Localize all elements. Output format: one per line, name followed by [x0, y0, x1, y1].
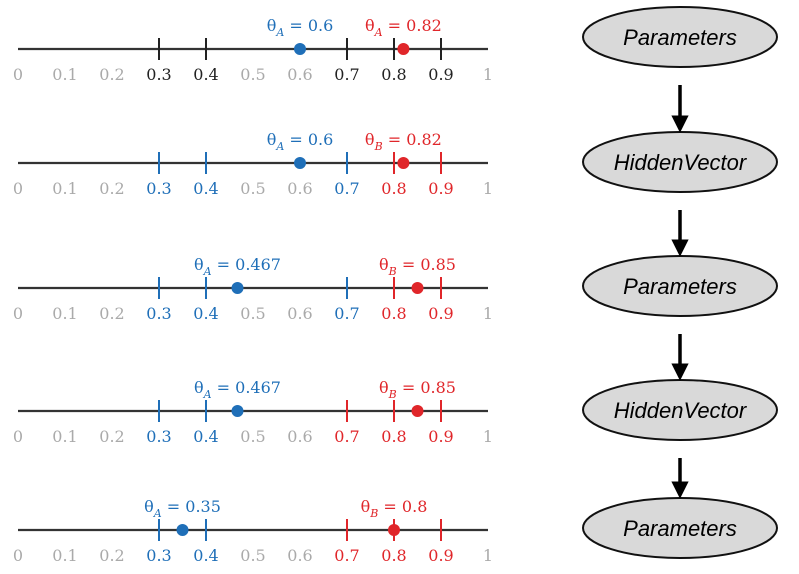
tick-label: 0.3 — [146, 427, 171, 446]
tick-label: 0.4 — [193, 427, 218, 446]
theta-point — [231, 282, 244, 294]
tick-label: 0.4 — [193, 179, 218, 198]
tick-label: 0.7 — [334, 427, 359, 446]
number-lines: 0 0.1 0.2 0.3 0.4 0.5 0.6 0.7 0.8 0.9 1 θA = 0.6 θA … — [13, 16, 493, 565]
tick-label: 0.1 — [52, 546, 77, 565]
tick-label: 0.4 — [193, 546, 218, 565]
tick-label: 0.1 — [52, 179, 77, 198]
tick-label: 0 — [13, 179, 23, 198]
flow-node: HiddenVector — [582, 379, 778, 441]
tick-label: 0.7 — [334, 65, 359, 84]
theta-label: θB = 0.82 — [365, 130, 442, 153]
tick-label: 0.1 — [52, 65, 77, 84]
tick-label: 0.7 — [334, 546, 359, 565]
tick-label: 0.3 — [146, 304, 171, 323]
tick-label: 0.9 — [428, 427, 453, 446]
theta-label: θA = 0.35 — [144, 497, 221, 520]
tick-label: 0.4 — [193, 65, 218, 84]
theta-point — [411, 405, 424, 417]
tick-label: 0.9 — [428, 546, 453, 565]
tick-label: 0 — [13, 427, 23, 446]
tick-label: 0.6 — [287, 546, 312, 565]
tick-label: 1 — [483, 546, 493, 565]
flow-node: Parameters — [582, 6, 778, 68]
tick-label: 0 — [13, 546, 23, 565]
tick-label: 0.9 — [428, 304, 453, 323]
tick-label: 1 — [483, 304, 493, 323]
tick-label: 0.6 — [287, 427, 312, 446]
theta-label: θA = 0.467 — [194, 378, 281, 401]
flow-node-label: Parameters — [623, 274, 737, 299]
flow-node-label: HiddenVector — [614, 150, 748, 175]
tick-label: 0.8 — [381, 427, 406, 446]
theta-point — [176, 524, 189, 536]
theta-label: θA = 0.82 — [365, 16, 442, 39]
tick-label: 0.5 — [240, 304, 265, 323]
flow-node-label: HiddenVector — [614, 398, 748, 423]
tick-label: 0.8 — [381, 546, 406, 565]
tick-label: 0.7 — [334, 304, 359, 323]
flow-node-label: Parameters — [623, 25, 737, 50]
theta-point — [294, 43, 306, 55]
flowchart: Parameters HiddenVector Parameters HiddenVe… — [582, 6, 778, 559]
theta-point — [397, 43, 410, 55]
theta-label: θA = 0.467 — [194, 255, 281, 278]
theta-label: θB = 0.8 — [361, 497, 428, 520]
tick-label: 0.3 — [146, 546, 171, 565]
tick-label: 0.2 — [99, 65, 124, 84]
tick-label: 0.5 — [240, 546, 265, 565]
tick-label: 0.6 — [287, 65, 312, 84]
tick-label: 0.8 — [381, 179, 406, 198]
tick-label: 0.9 — [428, 65, 453, 84]
tick-label: 0 — [13, 304, 23, 323]
tick-label: 0.2 — [99, 546, 124, 565]
tick-label: 0.6 — [287, 304, 312, 323]
flow-node-ellipse — [582, 6, 778, 68]
theta-label: θB = 0.85 — [379, 255, 456, 278]
number-line-row: 0 0.1 0.2 0.3 0.4 0.5 0.6 0.7 0.8 0.9 1 θA = 0.35 θB… — [13, 497, 493, 565]
number-line-row: 0 0.1 0.2 0.3 0.4 0.5 0.6 0.7 0.8 0.9 1 θA = 0.467 θ… — [13, 255, 493, 323]
theta-point — [294, 157, 306, 169]
theta-point — [411, 282, 424, 294]
tick-label: 0 — [13, 65, 23, 84]
tick-label: 0.7 — [334, 179, 359, 198]
tick-label: 0.8 — [381, 65, 406, 84]
theta-point — [397, 157, 410, 169]
tick-label: 0.5 — [240, 179, 265, 198]
tick-label: 0.8 — [381, 304, 406, 323]
tick-label: 0.2 — [99, 427, 124, 446]
flow-node: Parameters — [582, 255, 778, 317]
tick-label: 1 — [483, 65, 493, 84]
tick-label: 0.3 — [146, 179, 171, 198]
theta-label: θA = 0.6 — [267, 130, 334, 153]
number-line-row: 0 0.1 0.2 0.3 0.4 0.5 0.6 0.7 0.8 0.9 1 θA = 0.6 θA … — [13, 16, 493, 84]
theta-label: θB = 0.85 — [379, 378, 456, 401]
tick-label: 0.5 — [240, 65, 265, 84]
flow-node: HiddenVector — [582, 131, 778, 193]
theta-point — [388, 524, 400, 536]
theta-point — [231, 405, 244, 417]
flow-node: Parameters — [582, 497, 778, 559]
tick-label: 1 — [483, 427, 493, 446]
tick-label: 1 — [483, 179, 493, 198]
tick-label: 0.9 — [428, 179, 453, 198]
tick-label: 0.1 — [52, 427, 77, 446]
tick-label: 0.5 — [240, 427, 265, 446]
tick-label: 0.6 — [287, 179, 312, 198]
tick-label: 0.2 — [99, 304, 124, 323]
tick-label: 0.1 — [52, 304, 77, 323]
tick-label: 0.4 — [193, 304, 218, 323]
tick-label: 0.3 — [146, 65, 171, 84]
tick-label: 0.2 — [99, 179, 124, 198]
number-line-row: 0 0.1 0.2 0.3 0.4 0.5 0.6 0.7 0.8 0.9 1 θA = 0.467 θ… — [13, 378, 493, 446]
number-line-row: 0 0.1 0.2 0.3 0.4 0.5 0.6 0.7 0.8 0.9 1 θA = 0.6 θB … — [13, 130, 493, 198]
theta-label: θA = 0.6 — [267, 16, 334, 39]
flow-node-label: Parameters — [623, 516, 737, 541]
